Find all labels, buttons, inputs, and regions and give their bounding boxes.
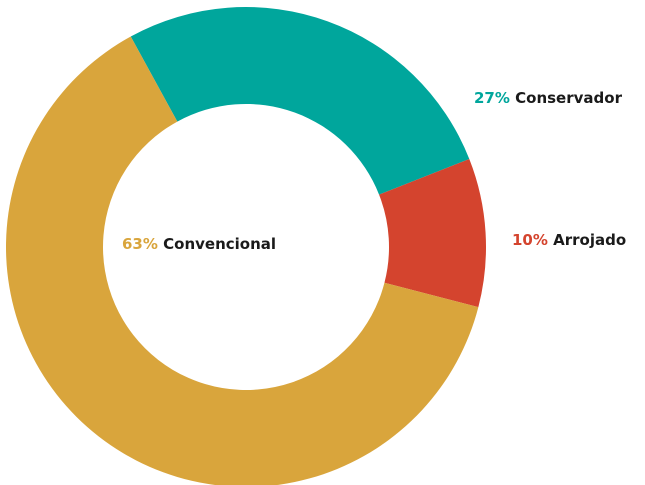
value-label: 63% xyxy=(122,235,158,253)
slice-label: 63% Convencional xyxy=(122,235,276,253)
slice-label: 10% Arrojado xyxy=(512,231,626,249)
category-label: Arrojado xyxy=(553,231,626,249)
slice-label: 27% Conservador xyxy=(474,89,623,107)
value-label: 27% xyxy=(474,89,510,107)
category-label: Convencional xyxy=(163,235,276,253)
donut-slice xyxy=(379,159,487,308)
donut-slice xyxy=(130,6,470,195)
donut-slice xyxy=(5,36,479,485)
category-label: Conservador xyxy=(515,89,622,107)
value-label: 10% xyxy=(512,231,548,249)
